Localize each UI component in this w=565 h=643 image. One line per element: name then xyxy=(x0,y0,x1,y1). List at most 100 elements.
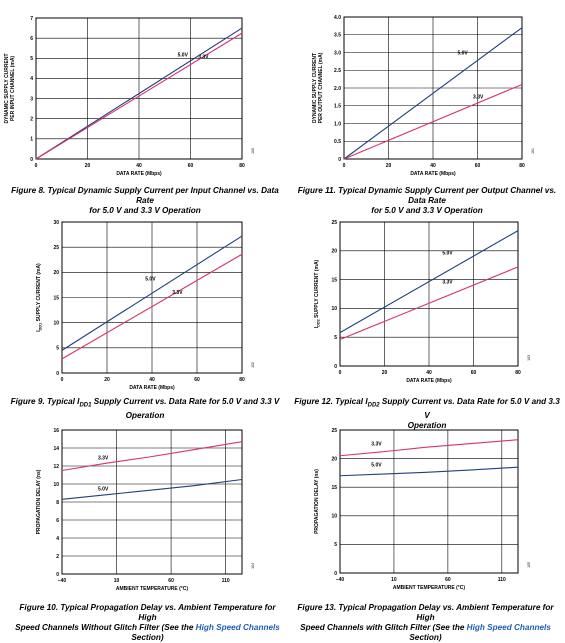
series-label-5-0V: 5.0V xyxy=(178,52,189,58)
series-label-3-3V: 3.3V xyxy=(473,95,484,101)
caption-fig13: Figure 13. Typical Propagation Delay vs.… xyxy=(288,603,563,643)
x-axis-label: DATA RATE (Mbps) xyxy=(410,171,456,177)
caption-fig12: Figure 12. Typical IDD2 Supply Current v… xyxy=(292,397,562,431)
series-line-5-0V xyxy=(339,230,519,334)
high-speed-channels-link[interactable]: High Speed Channels xyxy=(195,623,280,632)
x-tick-label: 40 xyxy=(430,163,436,169)
caption-fig13-line1: Figure 13. Typical Propagation Delay vs.… xyxy=(297,603,554,622)
y-tick-label: 2.5 xyxy=(334,68,341,74)
y-tick-label: 20 xyxy=(53,270,59,276)
x-tick-label: 60 xyxy=(475,163,481,169)
figure-id: 102 xyxy=(251,362,255,368)
caption-fig11-line1: Figure 11. Typical Dynamic Supply Curren… xyxy=(297,186,557,205)
y-axis-label: IDD1 SUPPLY CURRENT (mA) xyxy=(36,263,43,332)
y-tick-label: 0 xyxy=(334,364,337,370)
y-axis-label: PER OUTPUT CHANNEL (mA) xyxy=(318,52,324,123)
plot-area-fig13: –40 10 60 110 0 5 10 15 20 25 AMBIENT TEMPERATURE … xyxy=(314,428,531,591)
series-line-3-3V xyxy=(35,32,243,160)
y-tick-label: 16 xyxy=(53,428,59,434)
series-line-3-3V xyxy=(339,439,519,457)
series-label-5-0V: 5.0V xyxy=(145,276,156,282)
y-tick-label: 10 xyxy=(331,514,337,520)
y-axis-label: PER INPUT CHANNEL (mA) xyxy=(10,56,16,122)
series-label-3-3V: 3.3V xyxy=(442,280,453,286)
caption-fig9-post: Supply Current vs. Data Rate for 5.0 V a… xyxy=(91,397,280,406)
y-tick-label: 1.5 xyxy=(334,104,341,110)
plot-frame xyxy=(61,429,243,575)
caption-fig11-line2: for 5.0 V and 3.3 V Operation xyxy=(371,206,483,215)
x-tick-label: 60 xyxy=(168,578,174,584)
series-line-3-3V xyxy=(61,441,243,472)
y-tick-label: 14 xyxy=(53,446,59,452)
y-tick-label: 15 xyxy=(53,295,59,301)
caption-fig9-pre: Figure 9. Typical I xyxy=(10,397,80,406)
series-label-3-3V: 3.3V xyxy=(198,54,209,60)
y-axis-label: PROPAGATION DELAY (ns) xyxy=(36,469,42,534)
caption-fig10-line2: Speed Channels Without Glitch Filter (Se… xyxy=(10,623,285,643)
y-tick-label: 7 xyxy=(30,16,33,22)
caption-fig9-line1: Figure 9. Typical IDD1 Supply Current vs… xyxy=(10,397,280,411)
series-label-3-3V: 3.3V xyxy=(371,441,382,447)
y-tick-label: 2.0 xyxy=(334,86,341,92)
y-tick-label: 5 xyxy=(334,542,337,548)
plot-frame xyxy=(339,429,519,574)
plot-frame xyxy=(35,17,243,160)
y-tick-label: 6 xyxy=(56,518,59,524)
x-tick-label: –40 xyxy=(336,577,345,583)
series-label-5-0V: 5.0V xyxy=(442,250,453,256)
caption-fig12-line1: Figure 12. Typical IDD2 Supply Current v… xyxy=(292,397,562,421)
x-axis-label: AMBIENT TEMPERATURE (°C) xyxy=(116,586,189,592)
caption-fig13-pre: Speed Channels with Glitch Filter (See t… xyxy=(300,623,467,632)
y-axis-label: IDD2 SUPPLY CURRENT (mA) xyxy=(314,259,321,328)
plot-frame xyxy=(343,16,523,160)
chart-fig11: 0 20 40 60 80 0 0.5 1.0 1.5 2.0 2.5 3.0 3.5 4.0 DATA R… xyxy=(312,15,535,177)
x-axis-label: AMBIENT TEMPERATURE (°C) xyxy=(393,585,466,591)
x-tick-label: 80 xyxy=(519,163,525,169)
caption-fig8-line1: Figure 8. Typical Dynamic Supply Current… xyxy=(11,186,279,205)
caption-fig10-line1: Figure 10. Typical Propagation Delay vs.… xyxy=(19,603,276,622)
x-tick-label: 0 xyxy=(35,163,38,169)
y-tick-label: 5 xyxy=(30,56,33,62)
figure-id: 101 xyxy=(531,148,535,154)
y-tick-label: 0 xyxy=(338,157,341,163)
series-line-5-0V xyxy=(61,478,243,500)
y-axis-label: DYNAMIC SUPPLY CURRENT xyxy=(4,53,10,123)
y-tick-label: 10 xyxy=(331,306,337,312)
x-tick-label: 60 xyxy=(445,577,451,583)
y-tick-label: 0 xyxy=(56,572,59,578)
y-tick-label: 0 xyxy=(334,571,337,577)
y-tick-label: 25 xyxy=(331,220,337,226)
y-tick-label: 5 xyxy=(56,346,59,352)
plot-area-fig12: 0 20 40 60 80 0 5 10 15 20 25 DATA RATE (Mbps) IDD2 … xyxy=(314,220,531,384)
chart-fig12: 0 20 40 60 80 0 5 10 15 20 25 DATA RATE (Mbps) IDD2 … xyxy=(314,220,531,384)
chart-fig10: –40 10 60 110 0 2 4 6 8 10 12 14 16 AMBIENT TEMPERATU… xyxy=(36,428,255,592)
x-tick-label: 60 xyxy=(194,377,200,383)
high-speed-channels-link[interactable]: High Speed Channels xyxy=(466,623,551,632)
x-tick-label: 0 xyxy=(339,370,342,376)
x-tick-label: 20 xyxy=(104,377,110,383)
plot-area-fig8: 0 20 40 60 80 0 1 2 3 4 5 6 7 DATA RATE (Mbps) DYNAMIC… xyxy=(4,16,255,177)
caption-fig12-sub: DD2 xyxy=(367,402,380,409)
series-label-5-0V: 5.0V xyxy=(98,486,109,492)
y-tick-label: 5 xyxy=(334,335,337,341)
y-tick-label: 12 xyxy=(53,464,59,470)
y-tick-label: 20 xyxy=(331,456,337,462)
y-tick-label: 30 xyxy=(53,220,59,226)
series-line-5-0V xyxy=(339,466,519,477)
series-line-5-0V xyxy=(35,27,243,160)
series-line-5-0V xyxy=(61,235,243,351)
y-tick-label: 25 xyxy=(53,245,59,251)
plot-frame xyxy=(339,221,519,367)
y-tick-label: 15 xyxy=(331,485,337,491)
y-tick-label: 3.0 xyxy=(334,50,341,56)
x-tick-label: 110 xyxy=(222,578,230,584)
y-tick-label: 3 xyxy=(30,96,33,102)
x-tick-label: 40 xyxy=(149,377,155,383)
y-tick-label: 3.5 xyxy=(334,33,341,39)
y-axis-label: DYNAMIC SUPPLY CURRENT xyxy=(312,53,318,123)
caption-fig9: Figure 9. Typical IDD1 Supply Current vs… xyxy=(10,397,280,421)
series-line-3-3V xyxy=(61,253,243,360)
series-label-5-0V: 5.0V xyxy=(457,50,468,56)
chart-fig13: –40 10 60 110 0 5 10 15 20 25 AMBIENT TEMPERATURE … xyxy=(314,428,531,591)
series-label-5-0V: 5.0V xyxy=(371,463,382,469)
